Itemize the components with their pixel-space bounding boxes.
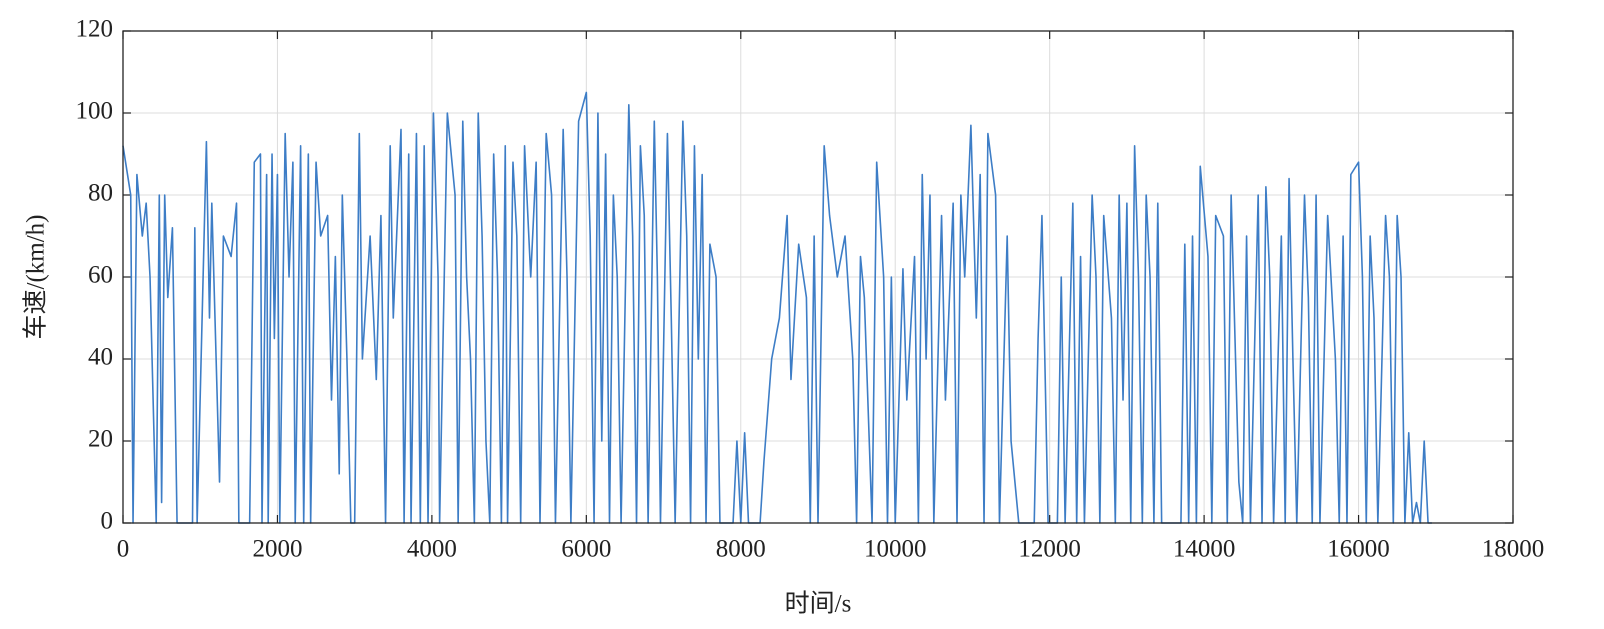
speed-line	[122, 91, 1432, 524]
y-tick-label: 20	[88, 426, 113, 453]
x-tick-label: 2000	[252, 536, 302, 563]
y-axis-label: 车速/(km/h)	[22, 215, 50, 340]
x-tick-label: 16000	[1327, 536, 1390, 563]
x-tick-label: 18000	[1482, 536, 1545, 563]
y-tick-label: 0	[101, 508, 114, 535]
y-tick-label: 100	[76, 98, 114, 125]
plot-frame	[122, 30, 1514, 524]
x-tick-label: 0	[117, 536, 130, 563]
y-tick-label: 120	[76, 16, 114, 43]
x-tick-label: 10000	[864, 536, 927, 563]
y-tick-label: 60	[88, 262, 113, 289]
x-axis-label: 时间/s	[785, 590, 852, 618]
y-tick-label: 80	[88, 180, 113, 207]
x-tick-label: 12000	[1018, 536, 1081, 563]
y-tick-label: 40	[88, 344, 113, 371]
x-tick-label: 8000	[716, 536, 766, 563]
x-tick-label: 6000	[561, 536, 611, 563]
x-tick-label: 14000	[1173, 536, 1236, 563]
x-tick-label: 4000	[407, 536, 457, 563]
